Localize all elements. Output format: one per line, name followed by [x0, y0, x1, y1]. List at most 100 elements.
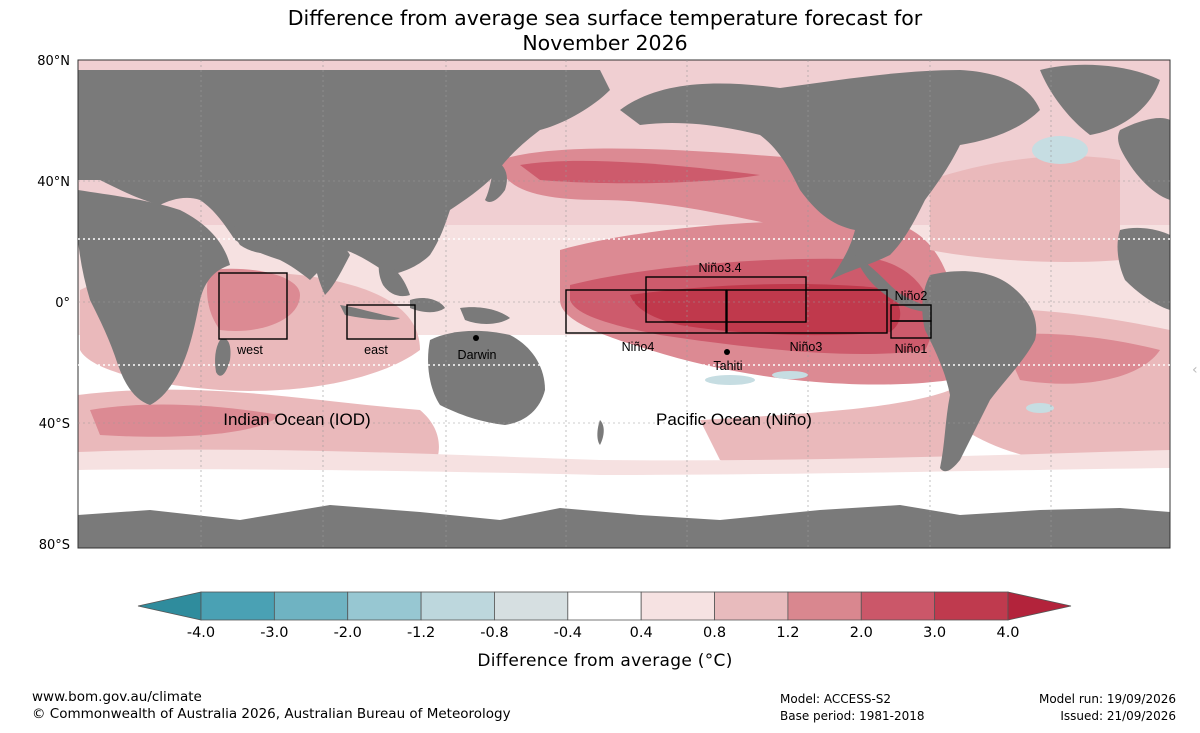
anomaly-southern-strong	[90, 404, 280, 437]
lat-label-1: 40°N	[37, 175, 70, 190]
footer-issued: Issued: 21/09/2026	[1060, 709, 1176, 723]
colorbar-tick-5: -0.4	[554, 625, 582, 641]
chart-title: Difference from average sea surface temp…	[0, 6, 1200, 56]
index-regions	[218, 272, 932, 340]
land-south-america	[922, 271, 1037, 472]
anomaly-indian-ocean-west	[207, 268, 300, 331]
land-europe	[1118, 118, 1170, 200]
land-southeast-asia	[378, 260, 410, 297]
anomaly-southern-ocean-warm-strip	[78, 449, 1170, 475]
lat-label-4: 80°S	[39, 538, 70, 553]
colorbar-ticks: -4.0 -3.0 -2.0 -1.2 -0.8 -0.4 0.4 0.8 1.2 2.0 3.0 4…	[187, 625, 1020, 641]
colorbar-title: Difference from average (°C)	[477, 651, 733, 671]
colorbar-segment-1	[273, 591, 349, 621]
colorbar-segment-2	[347, 591, 422, 621]
land-new-zealand	[597, 420, 604, 445]
land-india	[310, 230, 350, 295]
land-greenland	[1040, 64, 1160, 135]
land-antarctica	[78, 505, 1170, 548]
colorbar-tick-2: -2.0	[334, 625, 362, 641]
footer-model: Model: ACCESS-S2 Base period: 1981-2018	[780, 691, 925, 725]
land-new-guinea	[460, 307, 510, 324]
colorbar-segment-4	[494, 591, 569, 621]
anomaly-cool-south-atlantic	[1026, 403, 1054, 413]
land-africa-east	[1117, 227, 1170, 310]
colorbar-tick-1: -3.0	[260, 625, 288, 641]
nino4-label: Niño4	[622, 340, 655, 354]
gridlines	[78, 60, 1170, 548]
colorbar-arrow-low	[137, 591, 202, 621]
colorbar-segments	[137, 591, 1072, 621]
land-africa	[78, 190, 230, 405]
land-indonesia-1	[340, 305, 400, 321]
colorbar-segment-5	[567, 591, 642, 621]
footer-dates: Model run: 19/09/2026 Issued: 21/09/2026	[1039, 691, 1176, 725]
land-arabia	[234, 225, 280, 254]
nino3-box	[726, 289, 888, 334]
darwin-label: Darwin	[458, 348, 497, 362]
nino3-label: Niño3	[790, 340, 823, 354]
colorbar-tick-0: -4.0	[187, 625, 215, 641]
lat-label-2: 0°	[55, 296, 70, 311]
land	[78, 64, 1170, 548]
colorbar-tick-11: 4.0	[996, 625, 1019, 641]
colorbar-segment-0	[200, 591, 275, 621]
indian-ocean-label: Indian Ocean (IOD)	[223, 410, 370, 429]
nino1-label: Niño1	[895, 342, 928, 356]
colorbar-tick-4: -0.8	[480, 625, 508, 641]
edge-marker: ‹	[1192, 362, 1198, 378]
colorbar-arrow-high	[1007, 591, 1072, 621]
tahiti-label: Tahiti	[713, 359, 742, 373]
colorbar-tick-8: 1.2	[776, 625, 799, 641]
colorbar-tick-9: 2.0	[850, 625, 873, 641]
tahiti-marker	[724, 349, 730, 355]
land-indonesia-2	[410, 297, 445, 313]
colorbar: -4.0 -3.0 -2.0 -1.2 -0.8 -0.4 0.4 0.8 1.2 2.0 3.0 4…	[137, 591, 1072, 641]
anomaly-north-pacific-strong	[520, 160, 760, 184]
sst-map-svg: 80°N40°N0°40°S80°S 0°40°E80°E120°E160°E1…	[37, 54, 1198, 553]
nino1-box	[890, 320, 932, 339]
anomaly-layer	[78, 60, 1170, 548]
latitude-labels: 80°N 40°N 0° 40°S 80°S	[37, 54, 70, 553]
anomaly-cool-north-atlantic	[1032, 136, 1088, 164]
land-madagascar	[215, 338, 231, 376]
pacific-ocean-label: Pacific Ocean (Niño)	[656, 410, 812, 429]
land-eurasia	[78, 70, 610, 280]
lat-label-0: 80°N	[37, 54, 70, 69]
sst-map: 80°N40°N0°40°S80°S 0°40°E80°E120°E160°E1…	[0, 50, 1200, 555]
iod-west-label: west	[236, 343, 263, 357]
colorbar-tick-6: 0.4	[630, 625, 653, 641]
nino34-box	[645, 276, 807, 323]
footer-base-period: Base period: 1981-2018	[780, 709, 925, 723]
anomaly-north-atlantic	[930, 156, 1120, 262]
iod-east-label: east	[364, 343, 388, 357]
map-frame	[77, 59, 1171, 549]
anomaly-cool-south-pacific-2	[772, 371, 808, 379]
footer-model-run: Model run: 19/09/2026	[1038, 692, 1176, 706]
nino34-label: Niño3.4	[698, 261, 741, 275]
colorbar-segment-6	[640, 591, 715, 621]
anomaly-cool-south-pacific-1	[705, 375, 755, 385]
anomaly-atlantic-moderate	[1000, 333, 1160, 384]
nino2-label: Niño2	[895, 289, 928, 303]
darwin-marker	[473, 335, 479, 341]
footer-site[interactable]: www.bom.gov.au/climate	[32, 689, 202, 705]
title-line-2: November 2026	[522, 31, 688, 55]
land-north-america	[620, 70, 1040, 280]
colorbar-segment-7	[714, 591, 789, 621]
title-line-1: Difference from average sea surface temp…	[287, 6, 923, 30]
lat-label-3: 40°S	[39, 417, 70, 432]
colorbar-segment-9	[860, 591, 936, 621]
iod-east-box	[346, 304, 416, 340]
colorbar-segment-10	[934, 591, 1009, 621]
land-australia	[428, 330, 545, 425]
colorbar-tick-7: 0.8	[703, 625, 726, 641]
footer-left: www.bom.gov.au/climate © Commonwealth of…	[32, 689, 511, 723]
iod-west-box	[218, 272, 288, 340]
colorbar-tick-3: -1.2	[407, 625, 435, 641]
colorbar-tick-10: 3.0	[923, 625, 946, 641]
colorbar-segment-8	[787, 591, 862, 621]
footer-model-name: Model: ACCESS-S2	[780, 692, 892, 706]
land-japan	[485, 160, 507, 202]
footer-copyright: © Commonwealth of Australia 2026, Austra…	[32, 706, 511, 722]
